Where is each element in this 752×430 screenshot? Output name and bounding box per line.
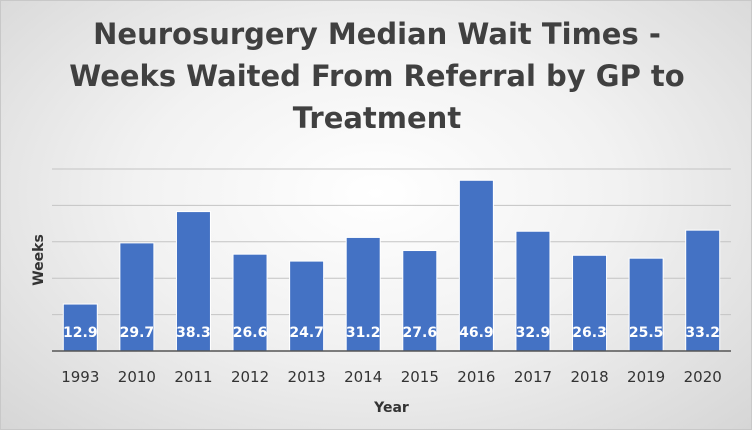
x-tick-label-2012: 2012 — [231, 368, 269, 386]
data-label-2020: 33.2 — [685, 325, 720, 341]
chart-title-line-3: Treatment — [292, 101, 462, 135]
bar-2014 — [345, 236, 381, 352]
chart-title: Neurosurgery Median Wait Times - Weeks W… — [1, 13, 752, 139]
chart-title-line-1: Neurosurgery Median Wait Times - — [93, 17, 661, 51]
x-tick-label-2017: 2017 — [514, 368, 552, 386]
x-tick-labels: 1993 2010 2011 2012 2013 2014 2015 2016 2017 2018… — [61, 368, 722, 386]
x-tick-label-2010: 2010 — [118, 368, 156, 386]
data-label-2011: 38.3 — [176, 325, 211, 341]
bar-2019 — [628, 257, 664, 352]
x-tick-label-2016: 2016 — [457, 368, 495, 386]
data-label-2014: 31.2 — [346, 325, 381, 341]
x-tick-label-2011: 2011 — [174, 368, 212, 386]
gridlines — [52, 168, 731, 316]
data-label-2010: 29.7 — [120, 325, 155, 341]
chart-title-line-2: Weeks Waited From Referral by GP to — [69, 59, 685, 93]
x-tick-label-2020: 2020 — [684, 368, 722, 386]
x-tick-label-2013: 2013 — [288, 368, 326, 386]
bar-2010 — [119, 242, 155, 352]
bar-2013 — [289, 260, 325, 352]
data-label-2013: 24.7 — [289, 325, 324, 341]
data-label-2012: 26.6 — [233, 325, 268, 341]
x-tick-label-2015: 2015 — [401, 368, 439, 386]
x-axis-title: Year — [373, 400, 409, 416]
x-tick-label-1993: 1993 — [61, 368, 99, 386]
data-label-2015: 27.6 — [403, 325, 438, 341]
bar-2011 — [175, 211, 211, 352]
bar-2017 — [515, 230, 551, 352]
bar-2016 — [458, 179, 494, 352]
bar-2012 — [232, 253, 268, 352]
data-label-2017: 32.9 — [516, 325, 551, 341]
data-labels: 12.9 29.7 38.3 26.6 24.7 31.2 27.6 46.9 32.9 26.3… — [63, 325, 720, 341]
data-label-2019: 25.5 — [629, 325, 664, 341]
bar-2020 — [685, 229, 721, 352]
x-tick-label-2014: 2014 — [344, 368, 382, 386]
x-tick-label-2018: 2018 — [570, 368, 608, 386]
x-tick-label-2019: 2019 — [627, 368, 665, 386]
bars — [62, 179, 721, 352]
y-axis-title: Weeks — [31, 234, 47, 286]
data-label-2018: 26.3 — [572, 325, 607, 341]
bar-2018 — [572, 254, 608, 352]
bar-2015 — [402, 250, 438, 352]
data-label-2016: 46.9 — [459, 325, 494, 341]
data-label-1993: 12.9 — [63, 325, 98, 341]
